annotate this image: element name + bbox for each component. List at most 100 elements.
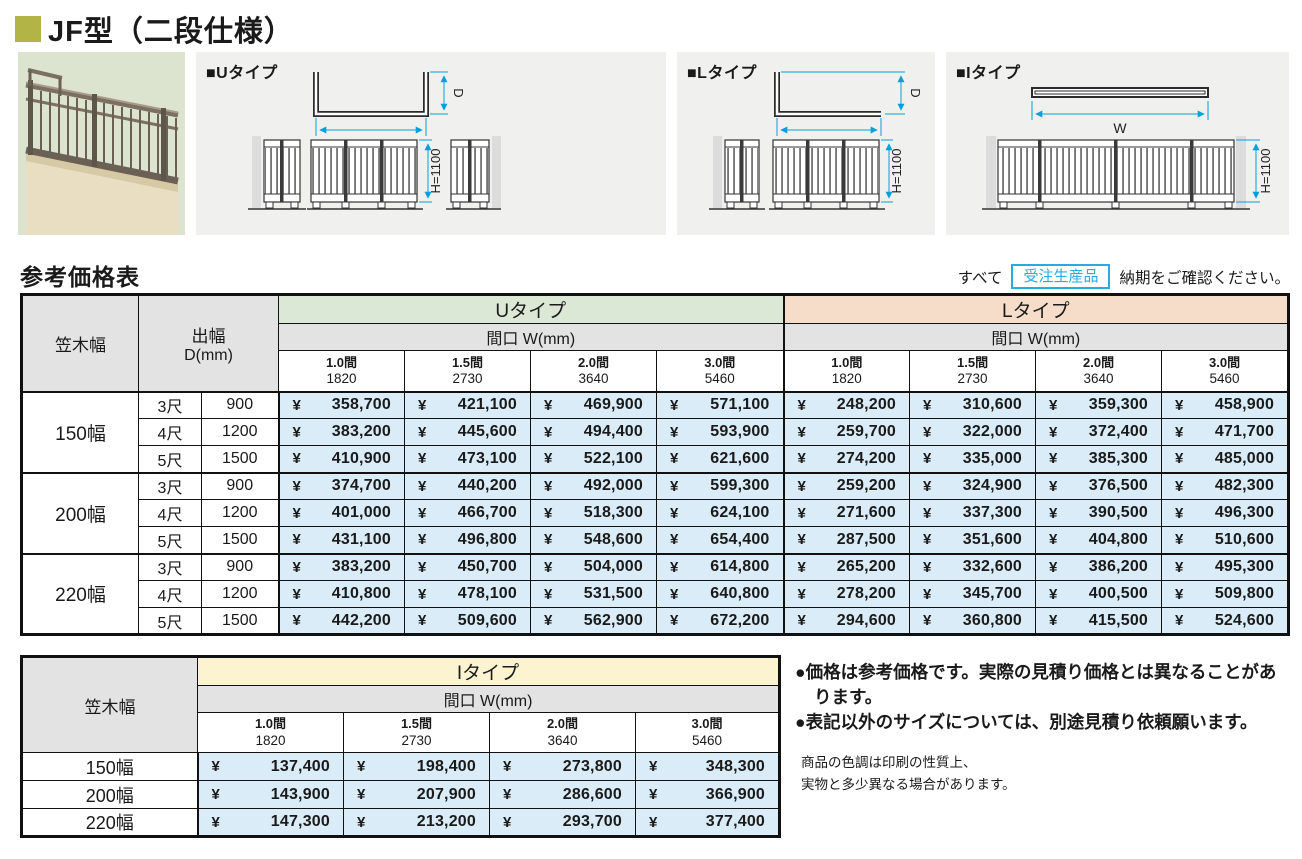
price-cell-l: ¥259,200 [782, 471, 911, 500]
price-value: 377,400 [705, 813, 766, 830]
yen-symbol: ¥ [797, 396, 806, 414]
yen-symbol: ¥ [649, 786, 658, 803]
price-cell-u: ¥421,100 [404, 390, 531, 419]
price-cell-i: ¥143,900 [196, 780, 344, 809]
price-cell-u: ¥383,200 [277, 418, 405, 446]
price-value: 213,200 [416, 813, 476, 830]
yen-symbol: ¥ [544, 504, 553, 522]
price-value: 442,200 [331, 611, 391, 629]
yen-symbol: ¥ [503, 813, 512, 831]
yen-symbol: ¥ [292, 450, 301, 468]
yen-symbol: ¥ [1049, 585, 1058, 603]
depth-mm-cell: 1200 [201, 418, 279, 446]
span-ken: 1.0間 [254, 716, 287, 732]
span-ken: 3.0間 [1209, 354, 1241, 370]
span-mm: 5460 [1209, 370, 1240, 386]
price-cell-u: ¥672,200 [655, 607, 785, 635]
product-photo-art [18, 52, 185, 235]
price-row: 5尺 1500 ¥410,900 ¥473,100 ¥522,100 ¥621,600 ¥2… [22, 445, 1290, 473]
price-value: 614,800 [710, 558, 770, 576]
price-cell-u: ¥494,400 [530, 418, 657, 446]
price-notes: ●価格は参考価格です。実際の見積り価格とは異なることがあります。 ●表記以外のサ… [781, 655, 1293, 796]
l-type-header: Lタイプ [782, 294, 1290, 324]
i-table-body: 150幅 ¥137,400 ¥198,400 ¥273,800 ¥348,300 200幅… [21, 752, 781, 837]
yen-symbol: ¥ [1049, 558, 1058, 576]
span-header: 3.0間 5460 [634, 712, 781, 753]
price-cell-u: ¥410,900 [277, 445, 405, 473]
price-value: 431,100 [331, 530, 391, 548]
price-value: 198,400 [416, 757, 476, 775]
price-cell-l: ¥360,800 [909, 607, 1037, 635]
l-type-diagram: D W [709, 71, 923, 210]
price-value: 485,000 [1214, 449, 1275, 467]
price-value: 524,600 [1214, 611, 1275, 629]
price-value: 466,700 [457, 504, 517, 521]
maguchi-header-u: 間口 W(mm) [277, 323, 785, 351]
price-cell-i: ¥286,600 [489, 780, 636, 809]
price-cell-l: ¥524,600 [1161, 607, 1290, 635]
price-cell-l: ¥287,500 [782, 526, 911, 554]
price-cell-l: ¥458,900 [1161, 390, 1290, 419]
page-header: JF型（二段仕様） [15, 8, 294, 50]
yen-symbol: ¥ [1175, 396, 1184, 414]
span-header: 2.0間 3640 [530, 350, 657, 392]
yen-symbol: ¥ [670, 612, 679, 629]
price-value: 351,600 [962, 530, 1023, 548]
price-value: 248,200 [836, 396, 897, 414]
price-value: 599,300 [710, 477, 770, 495]
price-cell-l: ¥310,600 [909, 390, 1037, 419]
price-cell-i: ¥377,400 [634, 808, 781, 837]
yen-symbol: ¥ [1175, 531, 1184, 549]
yen-symbol: ¥ [670, 558, 679, 576]
depth-mm-cell: 900 [201, 552, 279, 581]
price-cell-u: ¥469,900 [530, 390, 657, 419]
price-cell-i: ¥273,800 [489, 752, 636, 781]
price-value: 345,700 [962, 585, 1023, 602]
yen-symbol: ¥ [357, 758, 366, 775]
yen-symbol: ¥ [797, 531, 806, 549]
price-value: 401,000 [331, 504, 391, 521]
price-value: 509,800 [1214, 585, 1275, 602]
price-cell-u: ¥492,000 [530, 471, 657, 500]
price-cell-u: ¥548,600 [530, 526, 657, 554]
i-price-table: 笠木幅 Iタイプ 間口 W(mm) 1.0間 1820 1.5間 2730 2.0間… [20, 655, 782, 838]
price-row: 220幅 ¥147,300 ¥213,200 ¥293,700 ¥377,400 [21, 808, 781, 837]
span-mm: 2730 [452, 370, 483, 386]
yen-symbol: ¥ [544, 423, 553, 441]
span-header: 1.0間 1820 [197, 712, 344, 753]
price-cell-l: ¥376,500 [1035, 471, 1163, 500]
span-header: 2.0間 3640 [1035, 350, 1163, 392]
price-value: 310,600 [962, 396, 1023, 414]
yen-symbol: ¥ [292, 612, 301, 629]
span-ken: 1.0間 [831, 354, 863, 370]
kasagi-width-cell: 220幅 [21, 552, 139, 635]
yen-symbol: ¥ [544, 558, 553, 576]
yen-symbol: ¥ [1049, 396, 1058, 414]
yen-symbol: ¥ [503, 758, 512, 775]
price-value: 383,200 [331, 558, 391, 576]
price-value: 376,500 [1088, 477, 1149, 495]
span-mm: 3640 [547, 732, 578, 748]
price-value: 137,400 [270, 757, 330, 775]
price-value: 478,100 [457, 585, 517, 602]
price-value: 492,000 [583, 477, 643, 495]
price-cell-l: ¥386,200 [1035, 552, 1163, 581]
price-value: 273,800 [562, 757, 622, 775]
yen-symbol: ¥ [418, 396, 427, 414]
price-cell-l: ¥345,700 [909, 580, 1037, 608]
price-cell-l: ¥404,800 [1035, 526, 1163, 554]
yen-symbol: ¥ [1175, 585, 1184, 603]
yen-symbol: ¥ [357, 813, 366, 831]
depth-header-line2: D(mm) [184, 346, 233, 364]
price-cell-l: ¥271,600 [782, 499, 911, 527]
price-value: 504,000 [583, 558, 643, 576]
price-value: 445,600 [457, 423, 517, 440]
depth-shaku-cell: 4尺 [138, 580, 202, 608]
span-header: 1.5間 2730 [343, 712, 490, 753]
price-cell-u: ¥518,300 [530, 499, 657, 527]
price-cell-l: ¥278,200 [782, 580, 911, 608]
yen-symbol: ¥ [503, 786, 512, 803]
yen-symbol: ¥ [418, 477, 427, 495]
order-note: すべて 受注生産品 納期をご確認ください。 [958, 264, 1290, 292]
main-price-table: 笠木幅 出幅 D(mm) Uタイプ Lタイプ 間口 W(mm) 間口 W(mm)… [20, 293, 1291, 636]
